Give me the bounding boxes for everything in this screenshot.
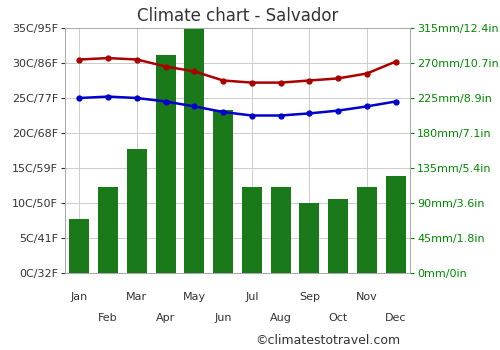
Text: Jul: Jul — [245, 292, 258, 302]
Text: May: May — [183, 292, 206, 302]
Bar — [156, 55, 176, 273]
Title: Climate chart - Salvador: Climate chart - Salvador — [137, 7, 338, 25]
Text: Sep: Sep — [299, 292, 320, 302]
Bar — [270, 188, 290, 273]
Bar — [70, 218, 89, 273]
Text: Mar: Mar — [126, 292, 148, 302]
Text: Aug: Aug — [270, 313, 291, 323]
Bar — [213, 110, 233, 273]
Bar — [127, 148, 147, 273]
Bar — [328, 199, 348, 273]
Text: Feb: Feb — [98, 313, 118, 323]
Text: Jan: Jan — [71, 292, 88, 302]
Bar — [300, 203, 320, 273]
Bar — [98, 188, 118, 273]
Text: Oct: Oct — [328, 313, 347, 323]
Bar — [242, 188, 262, 273]
Text: Dec: Dec — [385, 313, 406, 323]
Text: Nov: Nov — [356, 292, 378, 302]
Text: Apr: Apr — [156, 313, 176, 323]
Text: ©climatestotravel.com: ©climatestotravel.com — [255, 334, 400, 347]
Bar — [386, 176, 406, 273]
Text: Jun: Jun — [214, 313, 232, 323]
Bar — [184, 24, 204, 273]
Bar — [357, 188, 377, 273]
